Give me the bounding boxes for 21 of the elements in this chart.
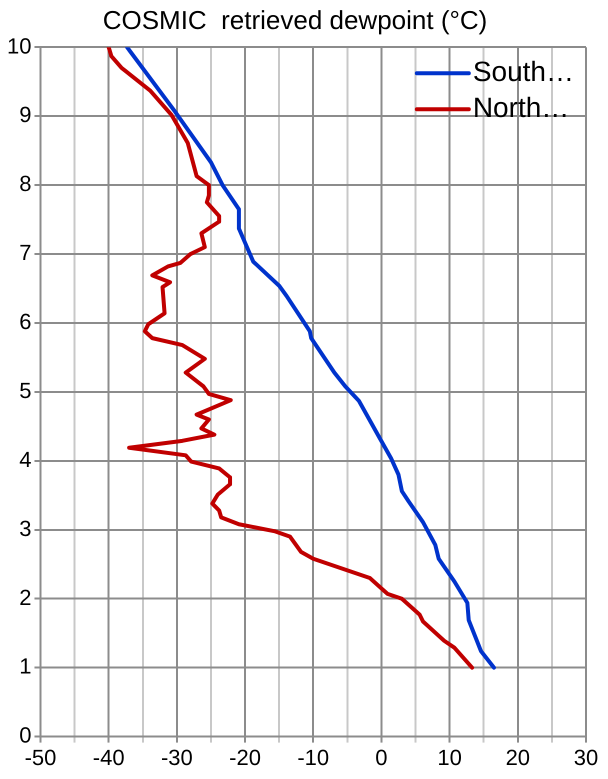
x-tick-label: 0 <box>375 744 388 770</box>
x-tick-label: 30 <box>574 744 598 770</box>
x-tick-label: -20 <box>229 744 261 770</box>
x-tick-label: -10 <box>297 744 330 770</box>
y-tick-label: 2 <box>19 584 32 610</box>
x-tick-label: -30 <box>160 744 193 770</box>
y-tick-label: 4 <box>19 446 32 472</box>
x-tick-label: -40 <box>92 744 125 770</box>
legend-label: South… <box>472 56 574 87</box>
y-tick-label: 6 <box>19 309 32 334</box>
y-tick-label: 5 <box>19 378 32 403</box>
y-tick-label: 3 <box>19 516 32 541</box>
y-tick-label: 8 <box>19 171 32 196</box>
chart-title: COSMIC retrieved dewpoint (°C) <box>102 4 488 35</box>
legend-label: North… <box>472 92 570 123</box>
y-tick-label: 1 <box>19 654 32 679</box>
y-tick-label: 9 <box>19 102 32 128</box>
x-tick-label: 20 <box>506 744 530 770</box>
x-tick-label: 10 <box>437 744 462 770</box>
y-tick-label: 7 <box>19 240 32 266</box>
y-tick-label: 10 <box>6 33 32 58</box>
